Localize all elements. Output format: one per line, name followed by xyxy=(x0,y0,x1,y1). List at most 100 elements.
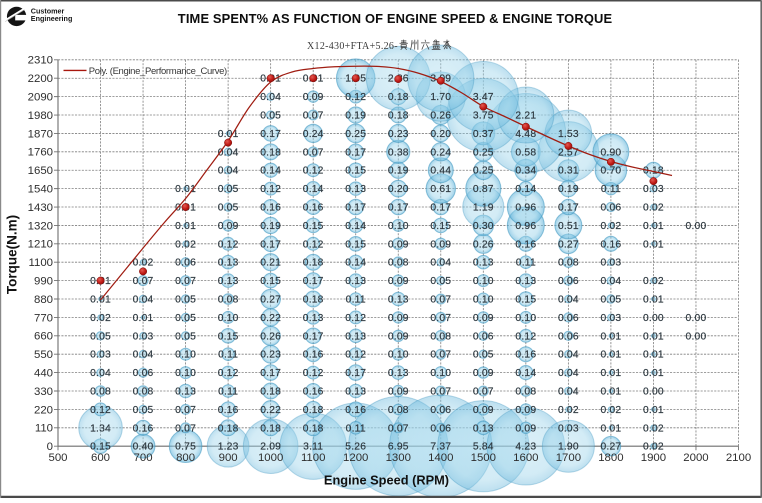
svg-text:0.04: 0.04 xyxy=(600,276,621,287)
svg-text:3.47: 3.47 xyxy=(473,92,494,103)
svg-text:0.06: 0.06 xyxy=(558,313,579,324)
svg-text:0.61: 0.61 xyxy=(430,184,451,195)
svg-text:0.01: 0.01 xyxy=(175,184,196,195)
svg-text:0.07: 0.07 xyxy=(303,111,324,122)
svg-text:1.53: 1.53 xyxy=(558,129,579,140)
svg-text:0.13: 0.13 xyxy=(345,387,366,398)
svg-text:0.20: 0.20 xyxy=(430,129,451,140)
svg-text:0.34: 0.34 xyxy=(515,166,536,177)
svg-text:1700: 1700 xyxy=(556,452,581,464)
svg-text:0.09: 0.09 xyxy=(473,313,494,324)
svg-text:0.13: 0.13 xyxy=(218,276,239,287)
svg-text:2.21: 2.21 xyxy=(515,111,536,122)
svg-text:0.06: 0.06 xyxy=(430,405,451,416)
svg-text:0.15: 0.15 xyxy=(345,166,366,177)
svg-text:1500: 1500 xyxy=(471,452,496,464)
svg-text:0.12: 0.12 xyxy=(260,184,281,195)
svg-text:0.30: 0.30 xyxy=(473,221,494,232)
svg-text:0.11: 0.11 xyxy=(218,387,238,398)
svg-text:0.02: 0.02 xyxy=(90,313,111,324)
svg-text:0.09: 0.09 xyxy=(515,423,536,434)
svg-text:0.13: 0.13 xyxy=(345,184,366,195)
svg-text:0.15: 0.15 xyxy=(218,331,239,342)
svg-text:0.12: 0.12 xyxy=(303,368,324,379)
svg-text:0.18: 0.18 xyxy=(260,147,281,158)
svg-text:330: 330 xyxy=(34,386,53,398)
svg-text:0.15: 0.15 xyxy=(260,276,281,287)
svg-text:0.96: 0.96 xyxy=(515,203,536,214)
svg-text:0.24: 0.24 xyxy=(303,129,324,140)
svg-text:0.09: 0.09 xyxy=(388,276,409,287)
svg-text:0.05: 0.05 xyxy=(175,313,196,324)
svg-text:1200: 1200 xyxy=(343,452,368,464)
svg-text:0.17: 0.17 xyxy=(345,203,366,214)
svg-text:0.08: 0.08 xyxy=(133,387,154,398)
svg-text:0.07: 0.07 xyxy=(473,387,494,398)
svg-text:0.17: 0.17 xyxy=(303,331,324,342)
svg-text:0.03: 0.03 xyxy=(558,423,579,434)
svg-text:1.34: 1.34 xyxy=(90,423,111,434)
svg-text:0.08: 0.08 xyxy=(430,331,451,342)
svg-text:0: 0 xyxy=(47,441,53,453)
svg-text:0.03: 0.03 xyxy=(90,350,111,361)
svg-text:X12-430+FTA+5.26-: X12-430+FTA+5.26- xyxy=(307,41,398,52)
svg-text:0.17: 0.17 xyxy=(388,203,409,214)
svg-text:2.57: 2.57 xyxy=(558,147,579,158)
svg-text:0.09: 0.09 xyxy=(430,239,451,250)
svg-text:700: 700 xyxy=(134,452,153,464)
svg-text:1210: 1210 xyxy=(28,239,53,251)
svg-text:0.09: 0.09 xyxy=(388,313,409,324)
svg-text:0.14: 0.14 xyxy=(515,368,536,379)
svg-text:0.01: 0.01 xyxy=(133,313,154,324)
svg-text:0.23: 0.23 xyxy=(388,129,409,140)
svg-text:0.23: 0.23 xyxy=(260,350,281,361)
svg-text:0.04: 0.04 xyxy=(558,350,579,361)
svg-text:0.25: 0.25 xyxy=(473,166,494,177)
svg-text:0.11: 0.11 xyxy=(346,295,366,306)
svg-text:0.09: 0.09 xyxy=(388,387,409,398)
svg-text:0.11: 0.11 xyxy=(346,423,366,434)
svg-text:1600: 1600 xyxy=(513,452,538,464)
svg-text:0.13: 0.13 xyxy=(388,295,409,306)
svg-text:2090: 2090 xyxy=(28,92,53,104)
svg-text:0.12: 0.12 xyxy=(303,166,324,177)
svg-text:0.22: 0.22 xyxy=(260,405,281,416)
svg-text:0.05: 0.05 xyxy=(218,184,239,195)
svg-text:0.17: 0.17 xyxy=(303,276,324,287)
svg-text:0.02: 0.02 xyxy=(643,442,664,453)
svg-text:0.18: 0.18 xyxy=(303,258,324,269)
svg-text:1870: 1870 xyxy=(28,128,53,140)
svg-text:2.09: 2.09 xyxy=(260,442,281,453)
svg-text:1300: 1300 xyxy=(386,452,411,464)
svg-text:1800: 1800 xyxy=(598,452,623,464)
svg-text:0.31: 0.31 xyxy=(558,166,579,177)
svg-text:660: 660 xyxy=(34,331,53,343)
svg-text:0.14: 0.14 xyxy=(260,166,281,177)
svg-text:1000: 1000 xyxy=(258,452,283,464)
svg-text:0.15: 0.15 xyxy=(90,442,111,453)
svg-text:0.21: 0.21 xyxy=(260,258,281,269)
svg-text:0.27: 0.27 xyxy=(260,295,281,306)
svg-text:2310: 2310 xyxy=(28,55,53,67)
svg-text:0.08: 0.08 xyxy=(388,258,409,269)
svg-text:0.10: 0.10 xyxy=(430,368,451,379)
svg-text:0.07: 0.07 xyxy=(430,387,451,398)
svg-text:0.25: 0.25 xyxy=(473,147,494,158)
svg-text:0.16: 0.16 xyxy=(133,423,154,434)
svg-text:1100: 1100 xyxy=(29,257,54,269)
svg-text:0.15: 0.15 xyxy=(345,239,366,250)
svg-text:0.12: 0.12 xyxy=(218,368,239,379)
svg-text:1760: 1760 xyxy=(28,147,53,159)
svg-text:0.15: 0.15 xyxy=(430,221,451,232)
svg-text:0.05: 0.05 xyxy=(260,111,281,122)
svg-text:0.19: 0.19 xyxy=(260,221,281,232)
svg-text:0.17: 0.17 xyxy=(345,147,366,158)
svg-text:0.16: 0.16 xyxy=(515,239,536,250)
svg-text:0.08: 0.08 xyxy=(558,258,579,269)
svg-text:0.07: 0.07 xyxy=(175,276,196,287)
svg-text:0.27: 0.27 xyxy=(558,239,579,250)
svg-text:0.37: 0.37 xyxy=(473,129,494,140)
svg-text:900: 900 xyxy=(219,452,238,464)
svg-text:0.00: 0.00 xyxy=(686,221,707,232)
svg-text:1.90: 1.90 xyxy=(558,442,579,453)
